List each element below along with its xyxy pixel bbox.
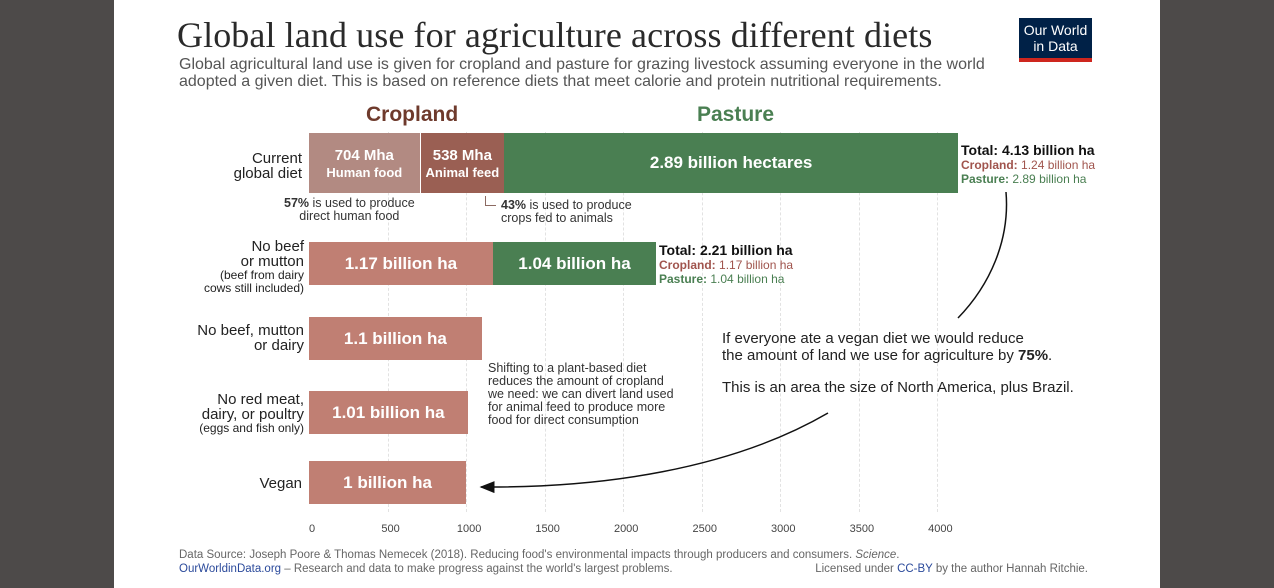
bar-no-beef-cropland-value: 1.17 billion ha	[344, 253, 458, 273]
note-animal-feed: 43% is used to produce crops fed to anim…	[485, 196, 632, 225]
row-label-current: Current global diet	[234, 151, 302, 181]
connector-arrow-top	[957, 191, 1008, 319]
total-no-beef-text: Total: 2.21 billion ha	[659, 242, 793, 258]
callout-line3: This is an area the size of North Americ…	[722, 379, 1074, 396]
x-tick-label: 1500	[535, 523, 560, 535]
grid-line	[858, 132, 860, 512]
bar-current-animal-feed-label: Animal feed	[425, 164, 500, 180]
row-label-vegan: Vegan	[259, 475, 302, 492]
bar-eggs-fish-cropland-value: 1.01 billion ha	[332, 402, 445, 422]
logo-line2: in Data	[1033, 38, 1078, 54]
callout-line2-post: .	[1048, 347, 1053, 364]
grid-line	[701, 132, 703, 512]
row-label-eggs-fish: No red meat, dairy, or poultry (eggs and…	[199, 392, 304, 435]
row-label-no-dairy-text: No beef, mutton or dairy	[197, 322, 304, 354]
grid-line	[780, 132, 782, 512]
cropland-heading: Cropland	[366, 103, 459, 126]
x-tick-label: 0	[308, 523, 316, 535]
bar-eggs-fish-cropland: 1.01 billion ha	[309, 391, 468, 434]
row-label-current-text: Current global diet	[233, 150, 302, 182]
x-tick-label: 2500	[692, 523, 717, 535]
bar-current-animal-feed-value: 538 Mha	[432, 146, 492, 164]
callout-line2: the amount of land we use for agricultur…	[722, 347, 1074, 364]
callout-line2-pre: the amount of land we use for agricultur…	[722, 347, 1019, 364]
bar-no-dairy-cropland: 1.1 billion ha	[309, 317, 482, 360]
note-human-food-pct: 57%	[284, 196, 310, 210]
x-tick-label: 1000	[456, 523, 482, 535]
bar-no-beef-pasture-value: 1.04 billion ha	[518, 253, 631, 273]
row-label-no-dairy: No beef, mutton or dairy	[197, 323, 304, 353]
logo-line1: Our World	[1023, 22, 1088, 38]
footer-site: OurWorldinData.org – Research and data t…	[179, 563, 673, 575]
note-plant-shift: Shifting to a plant-based diet reduces t…	[488, 361, 674, 427]
chart-card	[114, 0, 1160, 588]
total-no-beef-pasture-value: 1.04 billion ha	[710, 272, 785, 286]
total-current-cropland-value: 1.24 billion ha	[1021, 158, 1096, 172]
footer-license-post: by the author Hannah Ritchie.	[932, 563, 1088, 575]
bar-vegan-cropland: 1 billion ha	[309, 461, 467, 504]
row-label-no-beef: No beef or mutton (beef from dairy cows …	[204, 239, 304, 295]
chart-subtitle: Global agricultural land use is given fo…	[179, 56, 985, 90]
footer-license: Licensed under CC-BY by the author Hanna…	[815, 563, 1088, 575]
bar-no-beef-cropland: 1.17 billion ha	[309, 242, 493, 285]
grid-line	[623, 132, 625, 512]
total-no-beef-cropland: Cropland: 1.17 billion ha	[659, 258, 793, 272]
connector-arrow-vegan	[479, 412, 829, 494]
left-frame	[0, 0, 114, 588]
note-bracket	[485, 196, 496, 206]
row-label-no-beef-note: (beef from dairy cows still included)	[203, 268, 304, 295]
bar-vegan-cropland-value: 1 billion ha	[343, 472, 432, 492]
pasture-heading: Pasture	[697, 103, 775, 126]
chart-title: Global land use for agriculture across d…	[177, 15, 933, 55]
note-animal-feed-pct: 43%	[501, 198, 527, 212]
total-current-cropland: Cropland: 1.24 billion ha	[961, 158, 1095, 172]
total-current-pasture-value: 2.89 billion ha	[1012, 172, 1087, 186]
row-label-no-beef-main: No beef or mutton	[240, 238, 304, 270]
footer-site-link[interactable]: OurWorldinData.org	[179, 563, 282, 575]
x-tick-label: 4000	[928, 523, 953, 535]
x-tick-label: 500	[381, 523, 400, 535]
callout-line2-bold: 75%	[1018, 347, 1049, 364]
total-current-text: Total: 4.13 billion ha	[961, 142, 1095, 158]
footer-license-pre: Licensed under	[815, 563, 898, 575]
total-current: Total: 4.13 billion ha Cropland: 1.24 bi…	[961, 142, 1095, 186]
footer-journal-post: .	[896, 549, 900, 561]
row-label-eggs-fish-main: No red meat, dairy, or poultry	[201, 391, 304, 423]
note-human-food: 57% is used to produce direct human food	[284, 197, 415, 223]
total-no-beef-pasture: Pasture: 1.04 billion ha	[659, 272, 793, 286]
footer-source-text: Data Source: Joseph Poore & Thomas Nemec…	[179, 549, 856, 561]
total-no-beef-pasture-key: Pasture:	[659, 272, 708, 286]
vegan-callout: If everyone ate a vegan diet we would re…	[722, 330, 1074, 396]
x-tick-label: 3500	[849, 523, 875, 535]
x-tick-label: 2000	[613, 523, 639, 535]
footer-source: Data Source: Joseph Poore & Thomas Nemec…	[179, 549, 900, 561]
total-current-pasture-key: Pasture:	[961, 172, 1010, 186]
note-animal-feed-text: is used to produce crops fed to animals	[501, 198, 632, 225]
footer-license-link[interactable]: CC-BY	[897, 563, 933, 575]
note-human-food-text: is used to produce direct human food	[299, 196, 415, 223]
total-current-cropland-key: Cropland:	[961, 158, 1018, 172]
footer-site-tagline: – Research and data to make progress aga…	[281, 563, 673, 575]
total-no-beef-cropland-key: Cropland:	[659, 258, 716, 272]
grid-line	[544, 132, 546, 512]
grid-line	[937, 132, 939, 512]
bar-current-pasture-value: 2.89 billion hectares	[649, 153, 813, 172]
total-no-beef: Total: 2.21 billion ha Cropland: 1.17 bi…	[659, 242, 793, 286]
x-tick-label: 3000	[771, 523, 796, 535]
bar-current-human-food: 704 Mha Human food	[309, 133, 420, 193]
total-current-pasture: Pasture: 2.89 billion ha	[961, 172, 1095, 186]
callout-line1: If everyone ate a vegan diet we would re…	[722, 330, 1024, 347]
bar-current-human-food-value: 704 Mha	[334, 146, 394, 164]
row-label-eggs-fish-note: (eggs and fish only)	[199, 421, 304, 435]
bar-current-human-food-label: Human food	[326, 164, 403, 180]
bar-no-dairy-cropland-value: 1.1 billion ha	[343, 328, 447, 348]
bar-current-animal-feed: 538 Mha Animal feed	[419, 133, 505, 193]
owid-logo[interactable]: Our World in Data	[1019, 18, 1092, 62]
right-frame	[1160, 0, 1274, 588]
bar-current-pasture: 2.89 billion hectares	[504, 133, 959, 193]
bar-no-beef-pasture: 1.04 billion ha	[492, 242, 657, 285]
total-no-beef-cropland-value: 1.17 billion ha	[719, 258, 794, 272]
footer-journal: Science	[855, 549, 897, 561]
